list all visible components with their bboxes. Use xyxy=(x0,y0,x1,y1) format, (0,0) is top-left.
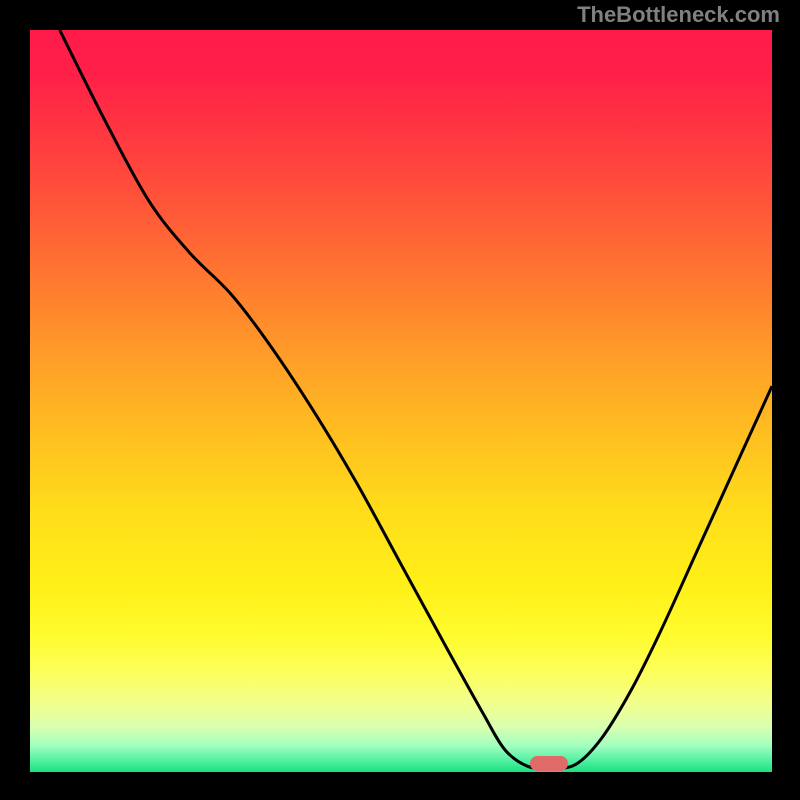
bottleneck-curve xyxy=(30,30,772,772)
watermark-text: TheBottleneck.com xyxy=(577,2,780,28)
plot-area xyxy=(30,30,772,772)
optimal-marker xyxy=(530,756,568,771)
chart-container: TheBottleneck.com xyxy=(0,0,800,800)
